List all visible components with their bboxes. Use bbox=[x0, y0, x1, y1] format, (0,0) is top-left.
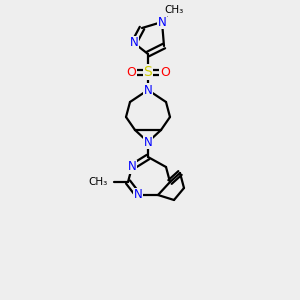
Text: CH₃: CH₃ bbox=[89, 177, 108, 187]
Text: N: N bbox=[144, 83, 152, 97]
Text: O: O bbox=[126, 65, 136, 79]
Text: O: O bbox=[160, 65, 170, 79]
Text: N: N bbox=[144, 136, 152, 148]
Text: N: N bbox=[134, 188, 142, 202]
Text: N: N bbox=[130, 37, 138, 50]
Text: N: N bbox=[128, 160, 136, 173]
Text: CH₃: CH₃ bbox=[164, 5, 184, 15]
Text: N: N bbox=[158, 16, 166, 28]
Text: S: S bbox=[144, 65, 152, 79]
